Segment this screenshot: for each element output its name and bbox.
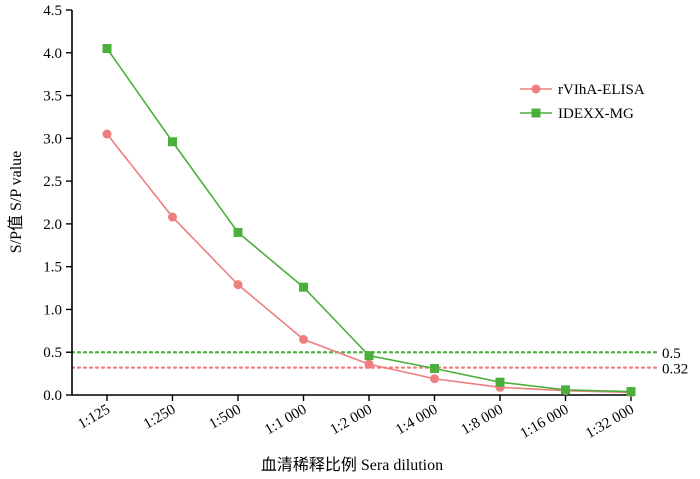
series-line bbox=[106, 48, 632, 393]
x-tick-label: 1:500 bbox=[206, 402, 244, 433]
data-point bbox=[102, 44, 112, 53]
x-tick-label: 1:4 000 bbox=[393, 402, 440, 439]
y-tick-label: 4.0 bbox=[43, 46, 62, 62]
legend: rVIhA-ELISA IDEXX-MG bbox=[520, 82, 645, 122]
axes bbox=[71, 10, 633, 396]
y-tick-label: 0.0 bbox=[43, 388, 62, 404]
y-tick-label: 2.5 bbox=[43, 174, 62, 190]
y-axis-title: S/P值 S/P value bbox=[7, 151, 25, 254]
data-point bbox=[495, 377, 505, 387]
data-point bbox=[168, 212, 177, 222]
x-tick-label: 1:250 bbox=[141, 402, 179, 433]
data-point bbox=[102, 129, 112, 139]
data-point bbox=[561, 385, 570, 395]
x-tick-label: 1:2 000 bbox=[328, 402, 375, 439]
data-point bbox=[233, 280, 243, 290]
legend-marker bbox=[531, 84, 541, 94]
y-tick-label: 0.5 bbox=[43, 345, 62, 361]
y-tick-label: 4.5 bbox=[43, 3, 62, 19]
x-tick-label: 1:16 000 bbox=[518, 402, 572, 442]
reference-line-label: 0.5 bbox=[662, 346, 681, 362]
x-tick-label: 1:32 000 bbox=[583, 402, 637, 442]
data-point bbox=[430, 374, 439, 384]
x-ticks: 1:125 1:250 1:500 1:1 000 1:2 000 1:4 000 1:8 … bbox=[75, 395, 637, 442]
data-point bbox=[364, 359, 374, 369]
y-tick-label: 3.0 bbox=[43, 131, 62, 147]
y-tick-label: 1.5 bbox=[43, 260, 62, 276]
legend-label: IDEXX-MG bbox=[558, 106, 634, 122]
legend-marker bbox=[531, 108, 541, 118]
legend-label: rVIhA-ELISA bbox=[558, 82, 645, 98]
data-point bbox=[168, 137, 177, 147]
y-tick-label: 1.0 bbox=[43, 302, 62, 318]
x-tick-label: 1:125 bbox=[75, 402, 113, 433]
data-point bbox=[626, 387, 636, 397]
data-point bbox=[430, 363, 439, 373]
reference-line-label: 0.32 bbox=[662, 362, 688, 378]
data-point bbox=[299, 282, 308, 292]
y-tick-label: 2.0 bbox=[43, 217, 62, 233]
x-tick-label: 1:1 000 bbox=[262, 402, 309, 439]
y-ticks: 0.0 0.5 1.0 1.5 2.0 2.5 3.0 3.5 4.0 4.5 bbox=[43, 3, 72, 404]
data-point bbox=[364, 351, 374, 361]
x-tick-label: 1:8 000 bbox=[459, 402, 506, 439]
data-point bbox=[299, 334, 308, 344]
x-axis-title: 血清稀释比例 Sera dilution bbox=[261, 456, 443, 474]
y-tick-label: 3.5 bbox=[43, 89, 62, 105]
reference-lines: 0.50.32 bbox=[70, 346, 688, 378]
data-point bbox=[233, 227, 243, 237]
series-layer bbox=[102, 44, 636, 397]
